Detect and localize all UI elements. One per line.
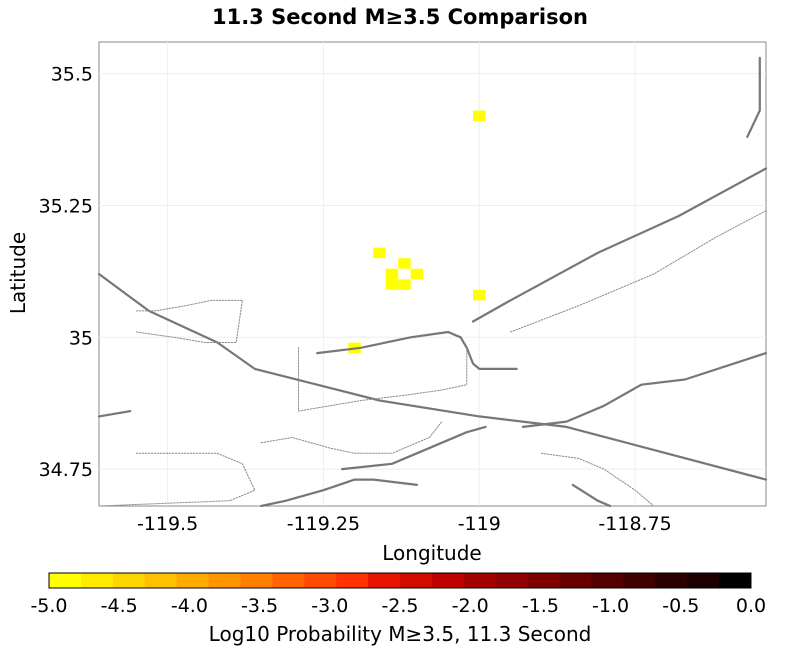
colorbar-swatch [49, 573, 82, 588]
colorbar-tick-label: -1.5 [522, 595, 559, 617]
colorbar: -5.0 -4.5 -4.0 -3.5 -3.0 -2.5 -2.0 -1.5 -1.0 -0.5… [30, 572, 766, 617]
fault-trace [97, 272, 768, 481]
colorbar-swatch [431, 573, 465, 588]
fault-trace [98, 452, 256, 507]
colorbar-tick-label: -4.5 [101, 595, 138, 617]
colorbar-swatch [495, 573, 529, 588]
colorbar-tick-label: -3.5 [241, 595, 278, 617]
colorbar-swatch [591, 573, 624, 588]
probability-cell [473, 110, 486, 122]
colorbar-swatch [655, 573, 688, 588]
fault-trace [746, 56, 761, 138]
x-axis-ticks: -119.5 -119.25 -119 -118.75 [137, 513, 672, 535]
y-axis-ticks: 34.75 35 35.25 35.5 [39, 64, 93, 481]
y-tick-label: 35.5 [51, 64, 93, 86]
colorbar-swatch [272, 573, 305, 588]
colorbar-tick-label: -2.5 [381, 595, 418, 617]
plot-frame [98, 41, 767, 507]
y-axis-label: Latitude [6, 232, 30, 314]
colorbar-swatch [687, 573, 720, 588]
colorbar-border [48, 572, 752, 589]
probability-cell [373, 247, 386, 259]
probability-cell [473, 289, 486, 301]
probability-cell [385, 279, 399, 290]
colorbar-swatch [80, 573, 114, 588]
colorbar-swatch [368, 573, 401, 588]
fault-trace [571, 483, 612, 508]
fault-trace [471, 167, 768, 323]
x-tick-label: -119 [458, 513, 501, 535]
colorbar-swatch [176, 573, 210, 588]
colorbar-swatch [304, 573, 337, 588]
fault-trace [298, 347, 468, 412]
fault-traces [97, 56, 768, 508]
colorbar-tick-label: -0.5 [662, 595, 699, 617]
probability-cells [348, 110, 486, 354]
probability-cell [398, 258, 411, 269]
fault-trace [509, 210, 767, 333]
colorbar-tick-label: -1.0 [592, 595, 629, 617]
fault-trace [341, 425, 487, 471]
x-axis-label: Longitude [382, 541, 481, 565]
chart-title: 11.3 Second M≥3.5 Comparison [212, 5, 588, 29]
probability-cell [398, 279, 411, 290]
x-tick-label: -118.75 [598, 513, 671, 535]
fault-trace [260, 478, 418, 508]
x-tick-label: -119.25 [287, 513, 360, 535]
colorbar-label: Log10 Probability M≥3.5, 11.3 Second [209, 622, 592, 646]
colorbar-swatch [463, 573, 497, 588]
colorbar-swatch [144, 573, 178, 588]
colorbar-tick-label: -5.0 [30, 595, 67, 617]
fault-trace [521, 352, 768, 428]
fault-trace [260, 421, 443, 454]
fault-trace [541, 452, 655, 507]
y-tick-label: 34.75 [39, 459, 93, 481]
colorbar-swatch [623, 573, 656, 588]
colorbar-swatch [719, 573, 752, 588]
colorbar-swatch [400, 573, 433, 588]
probability-cell [410, 268, 424, 280]
y-tick-label: 35 [69, 327, 93, 349]
colorbar-swatch [112, 573, 146, 588]
colorbar-swatch [208, 573, 241, 588]
colorbar-swatch [336, 573, 369, 588]
colorbar-swatch [240, 573, 273, 588]
grid-lines [99, 42, 766, 506]
colorbar-tick-label: -3.0 [311, 595, 348, 617]
x-tick-label: -119.5 [137, 513, 198, 535]
y-tick-label: 35.25 [39, 195, 93, 217]
colorbar-tick-label: 0.0 [736, 595, 766, 617]
fault-trace [135, 299, 243, 343]
fault-trace [316, 330, 518, 370]
colorbar-swatch [559, 573, 592, 588]
fault-trace [97, 410, 132, 418]
probability-cell [385, 268, 399, 280]
colorbar-swatch [527, 573, 561, 588]
plot-area [97, 41, 768, 508]
colorbar-tick-label: -4.0 [171, 595, 208, 617]
colorbar-tick-label: -2.0 [452, 595, 489, 617]
